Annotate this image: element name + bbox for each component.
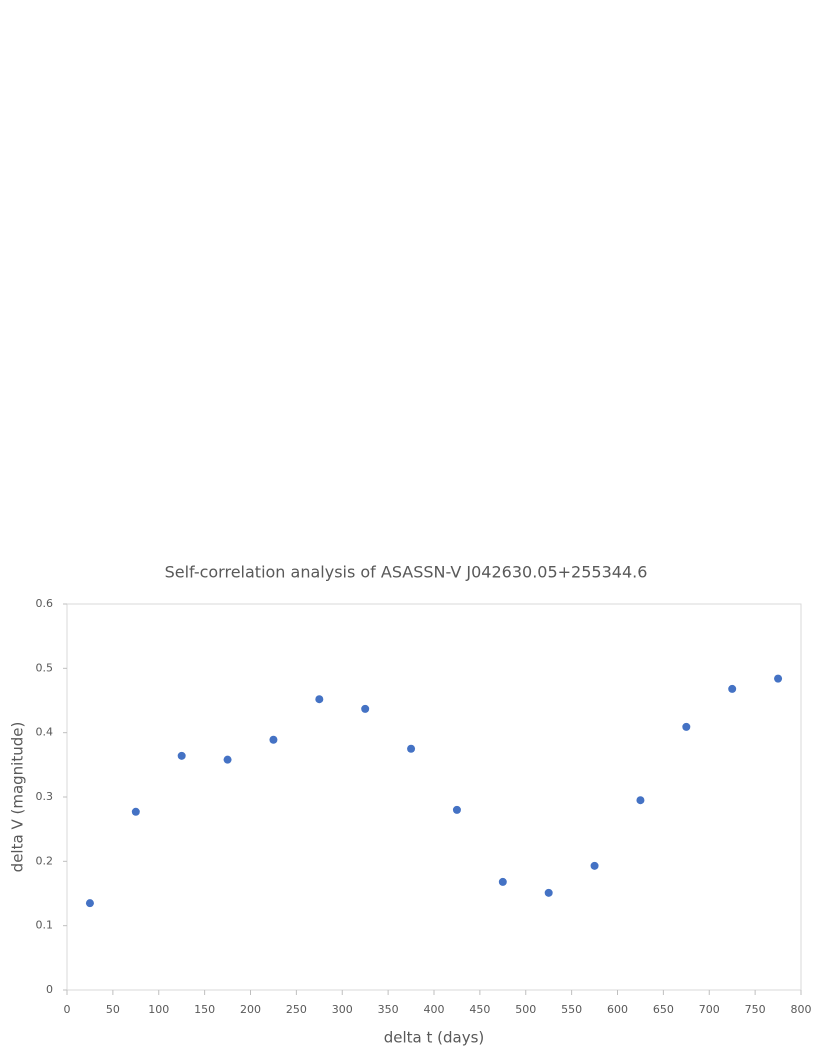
x-tick-label: 0 <box>64 1003 71 1016</box>
y-tick-label: 0.3 <box>36 790 54 803</box>
point <box>223 755 232 764</box>
x-tick-label: 100 <box>148 1003 169 1016</box>
y-tick-label: 0.5 <box>36 661 54 674</box>
x-tick-label: 550 <box>561 1003 582 1016</box>
point <box>177 751 186 760</box>
point <box>131 807 140 816</box>
x-tick-label: 600 <box>607 1003 628 1016</box>
x-tick-label: 650 <box>653 1003 674 1016</box>
point <box>498 877 507 886</box>
x-axis-title: delta t (days) <box>384 1029 485 1047</box>
y-tick-label: 0.6 <box>36 597 54 610</box>
point <box>682 722 691 731</box>
x-tick-label: 750 <box>745 1003 766 1016</box>
point <box>407 744 416 753</box>
x-tick-label: 200 <box>240 1003 261 1016</box>
point <box>636 796 645 805</box>
x-tick-label: 800 <box>791 1003 812 1016</box>
point <box>269 735 278 744</box>
y-tick-label: 0 <box>46 983 53 996</box>
point <box>361 704 370 713</box>
point <box>728 684 737 693</box>
y-tick-label: 0.1 <box>36 919 54 932</box>
y-tick-label: 0.2 <box>36 854 54 867</box>
x-tick-label: 150 <box>194 1003 215 1016</box>
point <box>315 695 324 704</box>
point <box>544 888 553 897</box>
x-tick-label: 450 <box>469 1003 490 1016</box>
x-tick-label: 300 <box>332 1003 353 1016</box>
y-axis-title: delta V (magnitude) <box>9 722 27 873</box>
x-tick-label: 350 <box>378 1003 399 1016</box>
plot-area <box>66 603 802 991</box>
point <box>590 861 599 870</box>
x-tick-label: 700 <box>699 1003 720 1016</box>
x-tick-label: 500 <box>515 1003 536 1016</box>
chart-title: Self-correlation analysis of ASASSN-V J0… <box>165 563 648 582</box>
y-tick-label: 0.4 <box>36 726 54 739</box>
x-tick-label: 50 <box>106 1003 120 1016</box>
point <box>85 899 94 908</box>
x-tick-label: 250 <box>286 1003 307 1016</box>
x-tick-label: 400 <box>424 1003 445 1016</box>
point <box>774 674 783 683</box>
point <box>452 805 461 814</box>
